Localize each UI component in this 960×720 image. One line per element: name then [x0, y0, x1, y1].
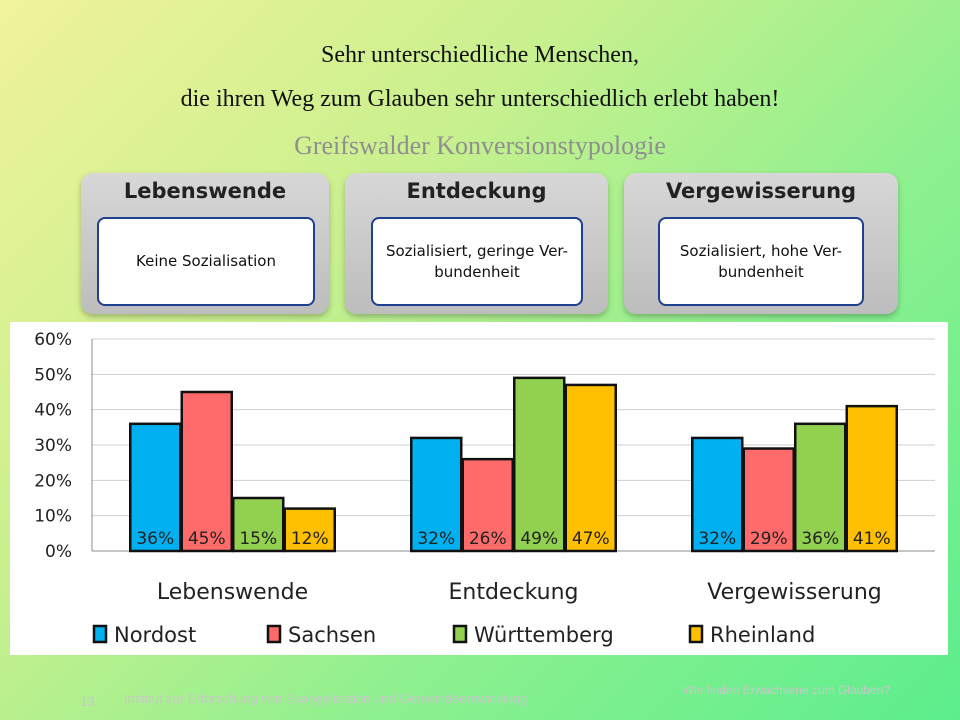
bar [564, 383, 617, 553]
bar [180, 390, 233, 553]
slide-title-line1: Sehr unterschiedliche Menschen, [321, 42, 639, 68]
data-label: 36% [136, 529, 174, 549]
card-title: Lebenswende [123, 179, 287, 203]
x-category-label: Entdeckung [449, 580, 579, 605]
data-label: 29% [750, 529, 788, 549]
card-lebenswende: Lebenswende Keine Sozialisation [81, 173, 329, 314]
legend-label: Württemberg [474, 623, 614, 647]
card-vergewisserung: Vergewisserung Sozialisiert, hohe Ver-bu… [624, 173, 898, 314]
y-tick-label: 10% [34, 507, 72, 527]
slide-title-line2: die ihren Weg zum Glauben sehr unterschi… [180, 86, 780, 112]
data-label: 36% [801, 529, 839, 549]
card-description: Sozialisiert, hohe Ver-bundenheit [658, 217, 864, 306]
footer-title: Wie finden Erwachsene zum Glauben? [682, 683, 890, 697]
card-description: Keine Sozialisation [97, 217, 315, 306]
bar-chart-svg: 0% 10% 20% 30% 40% 50% 60% 36% 45% 15% 12% Lebenswe… [34, 330, 935, 647]
bar [232, 496, 285, 553]
data-label: 32% [417, 529, 455, 549]
y-tick-label: 60% [34, 330, 72, 350]
bar [845, 404, 898, 553]
legend-swatch [452, 624, 468, 644]
bar [513, 376, 566, 553]
footer-institute: Institut zur Erforschung von Evangelisat… [124, 691, 528, 706]
legend-swatch [92, 624, 108, 644]
x-category-label: Lebenswende [157, 580, 308, 605]
legend-swatch [266, 624, 282, 644]
data-label: 26% [469, 529, 507, 549]
legend-label: Rheinland [710, 623, 815, 647]
data-label: 41% [853, 529, 891, 549]
data-label: 32% [698, 529, 736, 549]
bar [742, 447, 795, 553]
bar [794, 422, 847, 553]
bar [461, 457, 514, 553]
bar [283, 507, 336, 553]
y-tick-label: 20% [34, 471, 72, 491]
page-number: 13 [80, 694, 95, 709]
y-tick-label: 40% [34, 401, 72, 421]
legend-swatch [688, 624, 704, 644]
x-category-label: Vergewisserung [707, 580, 882, 605]
bar [129, 422, 182, 553]
legend-label: Nordost [114, 623, 196, 647]
data-label: 45% [188, 529, 226, 549]
bar-chart: 0% 10% 20% 30% 40% 50% 60% 36% 45% 15% 12% Lebenswe… [10, 322, 948, 655]
data-label: 12% [291, 529, 329, 549]
y-tick-label: 50% [34, 365, 72, 385]
data-label: 49% [520, 529, 558, 549]
card-entdeckung: Entdeckung Sozialisiert, geringe Ver-bun… [345, 173, 608, 314]
legend-label: Sachsen [288, 623, 376, 647]
card-title: Vergewisserung [665, 179, 857, 203]
data-label: 47% [572, 529, 610, 549]
data-label: 15% [239, 529, 277, 549]
y-tick-label: 30% [34, 436, 72, 456]
y-tick-label: 0% [45, 542, 72, 562]
bar [410, 436, 463, 553]
slide-subtitle: Greifswalder Konversionstypologie [294, 131, 666, 160]
bar [691, 436, 744, 553]
card-title: Entdeckung [406, 179, 547, 203]
card-description: Sozialisiert, geringe Ver-bundenheit [371, 217, 583, 306]
